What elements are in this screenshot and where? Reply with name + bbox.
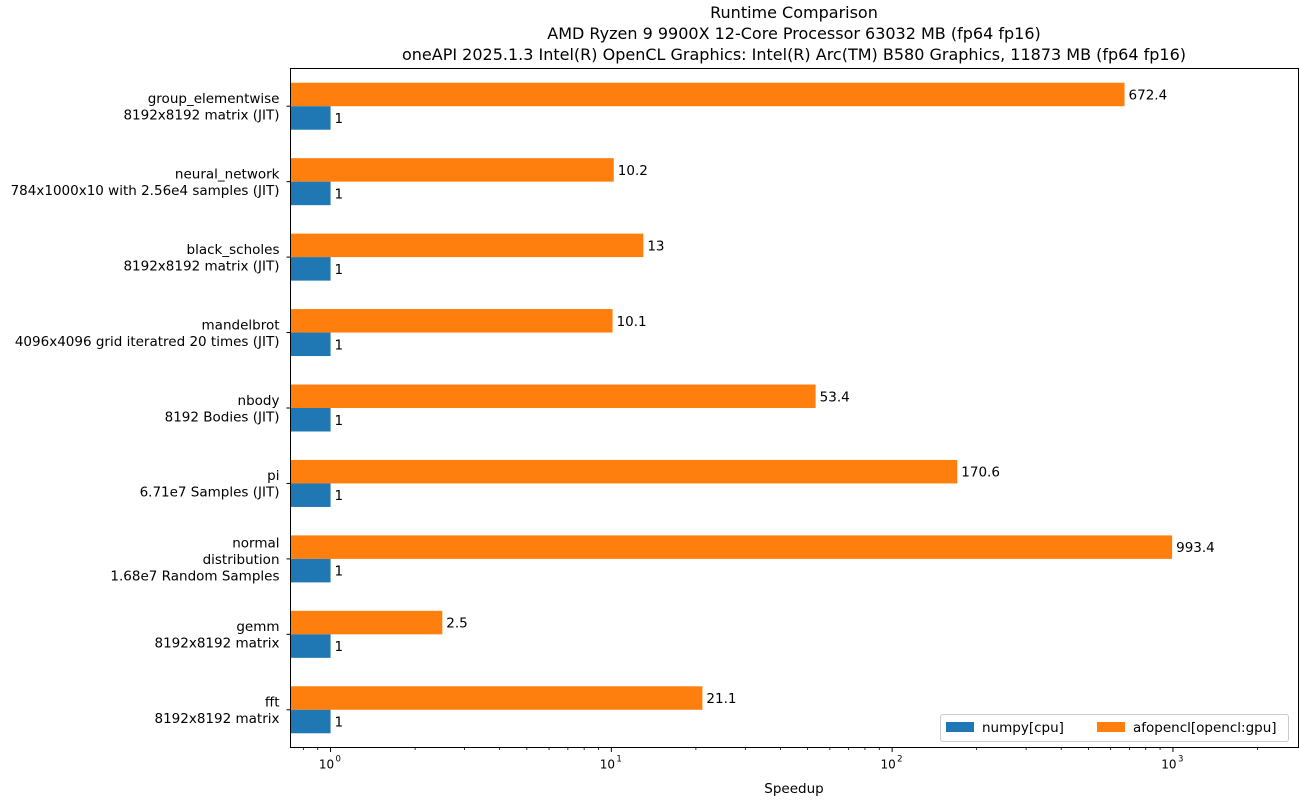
bar-numpy-2	[291, 257, 331, 281]
y-tick-label-6-0: normal	[232, 535, 279, 551]
legend-swatch-numpy	[946, 722, 974, 732]
y-tick-label-1-1: 784x1000x10 with 2.56e4 samples (JIT)	[11, 183, 280, 199]
title-line-3: oneAPI 2025.1.3 Intel(R) OpenCL Graphics…	[402, 45, 1186, 64]
y-tick-label-5-1: 6.71e7 Samples (JIT)	[140, 485, 280, 501]
y-tick-label-6-1: distribution	[203, 552, 280, 568]
y-tick-label-1-0: neural_network	[175, 166, 280, 182]
data-label-afopencl-0: 672.4	[1129, 87, 1168, 103]
bar-numpy-4	[291, 408, 331, 432]
data-label-numpy-4: 1	[335, 413, 344, 429]
y-tick-label-8-0: fft	[265, 695, 280, 711]
data-label-afopencl-2: 13	[647, 238, 664, 254]
data-label-afopencl-7: 2.5	[446, 616, 467, 632]
y-tick-label-4-1: 8192 Bodies (JIT)	[165, 409, 280, 425]
data-label-afopencl-6: 993.4	[1176, 540, 1215, 556]
bar-numpy-0	[291, 106, 331, 130]
data-label-numpy-2: 1	[335, 262, 344, 278]
y-tick-label-8-1: 8192x8192 matrix	[154, 711, 279, 727]
bar-afopencl-2	[291, 234, 644, 258]
data-label-numpy-3: 1	[335, 337, 344, 353]
bar-numpy-8	[291, 710, 331, 734]
bar-afopencl-4	[291, 385, 816, 409]
bar-afopencl-5	[291, 460, 958, 484]
x-axis-label: Speedup	[764, 781, 823, 797]
bar-afopencl-3	[291, 309, 613, 333]
data-label-afopencl-8: 21.1	[706, 691, 736, 707]
data-label-numpy-5: 1	[335, 488, 344, 504]
x-tick-label-3: 10	[1161, 758, 1176, 772]
title-line-1: Runtime Comparison	[710, 3, 878, 22]
bar-numpy-3	[291, 333, 331, 357]
data-label-afopencl-1: 10.2	[618, 163, 648, 179]
bar-afopencl-6	[291, 535, 1173, 559]
x-tick-exponent-3: 3	[1178, 755, 1183, 765]
data-label-numpy-0: 1	[335, 111, 344, 127]
x-tick-exponent-2: 2	[897, 755, 902, 765]
bars	[291, 83, 1173, 734]
data-label-numpy-7: 1	[335, 639, 344, 655]
y-tick-label-4-0: nbody	[238, 393, 280, 409]
x-tick-label-2: 10	[881, 758, 896, 772]
bar-afopencl-8	[291, 686, 703, 710]
y-tick-label-3-1: 4096x4096 grid iteratred 20 times (JIT)	[15, 334, 280, 350]
y-tick-label-2-1: 8192x8192 matrix (JIT)	[123, 258, 279, 274]
data-label-afopencl-3: 10.1	[617, 314, 647, 330]
bar-afopencl-7	[291, 611, 443, 635]
x-tick-exponent-0: 0	[336, 755, 341, 765]
bar-numpy-7	[291, 634, 331, 658]
data-label-numpy-6: 1	[335, 564, 344, 580]
legend-label-numpy: numpy[cpu]	[982, 720, 1064, 736]
title-line-2: AMD Ryzen 9 9900X 12-Core Processor 6303…	[547, 24, 1040, 43]
y-tick-label-7-1: 8192x8192 matrix	[154, 636, 279, 652]
legend-label-afopencl: afopencl[opencl:gpu]	[1133, 720, 1277, 736]
bar-numpy-5	[291, 483, 331, 507]
data-labels: 672.4 1 10.2 1 13 1 10.1 1 53.4 1 170.6 1 993.4 1 2.5 1…	[335, 87, 1215, 730]
legend-swatch-afopencl	[1097, 722, 1125, 732]
x-tick-label-1: 10	[600, 758, 615, 772]
data-label-numpy-1: 1	[335, 186, 344, 202]
x-tick-label-0: 10	[319, 758, 334, 772]
y-tick-label-6-2: 1.68e7 Random Samples	[110, 568, 279, 584]
y-tick-label-0-1: 8192x8192 matrix (JIT)	[123, 107, 279, 123]
bar-afopencl-0	[291, 83, 1125, 107]
data-label-numpy-8: 1	[335, 715, 344, 731]
x-axis: 10 0 10 1 10 2 10 3	[303, 748, 1257, 772]
y-tick-label-7-0: gemm	[236, 619, 279, 635]
x-tick-exponent-1: 1	[616, 755, 621, 765]
y-tick-label-5-0: pi	[267, 468, 279, 484]
bar-afopencl-1	[291, 158, 614, 182]
data-label-afopencl-5: 170.6	[961, 465, 1000, 481]
data-label-afopencl-4: 53.4	[820, 389, 850, 405]
chart-title: Runtime Comparison AMD Ryzen 9 9900X 12-C…	[402, 3, 1186, 64]
bar-numpy-6	[291, 559, 331, 583]
legend: numpy[cpu] afopencl[opencl:gpu]	[941, 715, 1289, 742]
bar-numpy-1	[291, 182, 331, 206]
y-tick-label-2-0: black_scholes	[187, 242, 280, 258]
y-tick-label-3-0: mandelbrot	[202, 317, 280, 333]
y-tick-label-0-0: group_elementwise	[148, 91, 280, 107]
